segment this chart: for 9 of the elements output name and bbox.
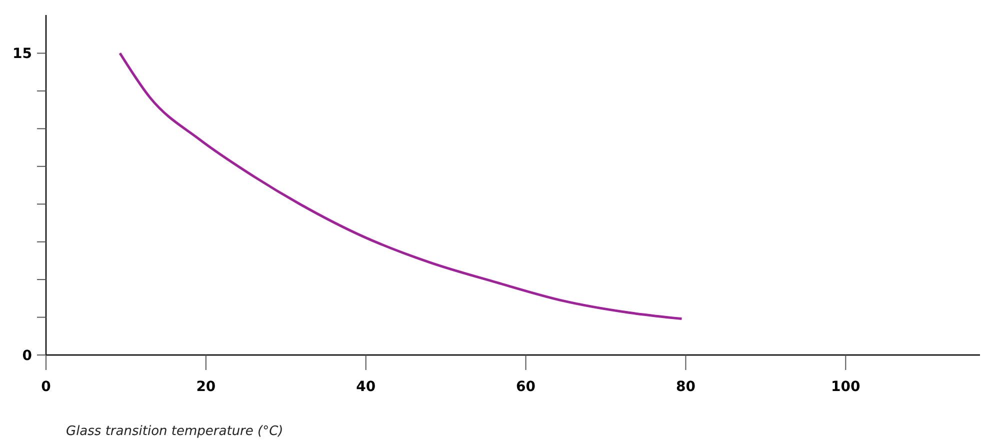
x-tick-label: 40 xyxy=(356,379,376,395)
x-tick-label: 80 xyxy=(676,379,696,395)
x-tick-label: 20 xyxy=(196,379,216,395)
y-tick-label: 15 xyxy=(12,46,32,62)
x-tick-label: 100 xyxy=(831,379,861,395)
line-series xyxy=(118,52,683,320)
x-axis-title: Glass transition temperature (°C) xyxy=(66,424,284,439)
x-tick-label: 0 xyxy=(41,379,52,395)
x-tick-label: 60 xyxy=(516,379,536,395)
